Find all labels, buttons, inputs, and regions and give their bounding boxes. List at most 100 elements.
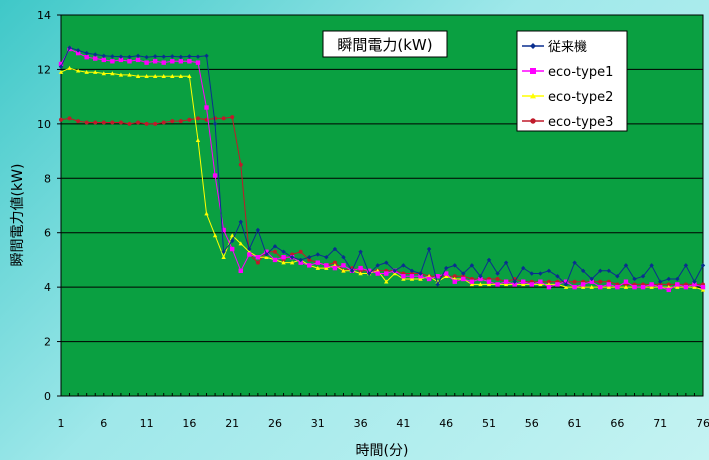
data-point — [341, 263, 346, 268]
data-point — [589, 284, 594, 289]
data-point — [324, 265, 329, 270]
data-point — [478, 282, 483, 287]
x-tick-label: 56 — [525, 417, 539, 430]
data-point — [204, 53, 209, 59]
data-point — [230, 238, 235, 244]
data-point — [461, 271, 466, 276]
data-point — [264, 252, 269, 257]
series-line — [60, 116, 703, 285]
data-point — [204, 105, 209, 110]
data-point — [623, 284, 629, 289]
data-point — [546, 268, 552, 274]
data-point — [324, 263, 329, 268]
data-point — [178, 119, 183, 124]
x-tick-label: 21 — [225, 417, 239, 430]
x-tick-label: 76 — [696, 417, 709, 430]
data-point — [212, 233, 218, 238]
data-point — [281, 249, 286, 254]
data-point — [75, 68, 81, 73]
data-point — [572, 284, 577, 290]
data-point — [136, 120, 141, 125]
data-point — [495, 276, 500, 281]
data-point — [503, 279, 509, 284]
data-point — [59, 117, 63, 122]
y-tick-label: 2 — [44, 336, 51, 349]
data-point — [264, 249, 269, 254]
data-point — [658, 284, 663, 290]
x-tick-label: 61 — [568, 417, 582, 430]
data-point — [110, 120, 115, 125]
data-point — [230, 246, 235, 252]
data-point — [307, 257, 312, 262]
series-line — [60, 47, 704, 286]
data-point — [358, 271, 363, 276]
data-point — [135, 53, 141, 59]
data-point — [273, 249, 277, 254]
y-tick-label: 8 — [44, 172, 51, 185]
data-point — [127, 72, 132, 77]
chart-title-box: 瞬間電力(kW) — [322, 30, 448, 58]
data-point — [307, 263, 312, 268]
data-point — [170, 74, 175, 78]
data-point — [93, 56, 98, 61]
data-point — [212, 173, 218, 178]
data-point — [555, 274, 560, 279]
x-tick-label: 36 — [354, 417, 368, 430]
data-point — [675, 284, 680, 289]
data-point — [486, 257, 492, 263]
data-point — [606, 282, 612, 287]
data-point — [135, 74, 141, 78]
data-point — [623, 263, 629, 268]
data-point — [315, 260, 320, 265]
legend-marker — [530, 43, 536, 49]
x-tick-label: 26 — [268, 417, 282, 430]
data-point — [384, 260, 389, 265]
data-point — [529, 271, 534, 276]
data-point — [230, 233, 235, 238]
data-point — [521, 282, 526, 287]
data-point — [666, 287, 671, 293]
data-point — [675, 282, 680, 287]
x-tick-label: 51 — [482, 417, 496, 430]
data-point — [93, 69, 98, 74]
y-tick-label: 4 — [44, 281, 51, 294]
data-point — [375, 263, 380, 268]
data-point — [204, 211, 209, 216]
data-point — [426, 276, 432, 282]
data-point — [675, 276, 680, 282]
data-point — [67, 116, 72, 121]
data-point — [238, 219, 243, 225]
data-point — [606, 284, 612, 289]
data-point — [632, 284, 637, 290]
legend: 従来機 eco-type1 eco-type2 eco-type3 — [516, 30, 628, 132]
data-point — [178, 74, 184, 78]
y-tick-label: 6 — [44, 227, 51, 240]
data-point — [692, 279, 697, 284]
data-point — [93, 120, 98, 125]
legend-marker — [530, 68, 536, 74]
data-point — [418, 271, 423, 276]
data-point — [127, 121, 132, 126]
data-point — [409, 268, 415, 274]
data-point — [75, 48, 81, 53]
data-point — [178, 54, 184, 60]
data-point — [135, 57, 141, 63]
data-point — [640, 274, 646, 279]
data-point — [418, 274, 423, 279]
data-point — [101, 71, 106, 76]
data-point — [76, 119, 81, 124]
data-point — [563, 282, 569, 287]
data-point — [700, 287, 706, 292]
series-line — [60, 67, 704, 291]
data-point — [298, 260, 303, 265]
data-point — [221, 255, 226, 259]
data-point — [58, 69, 64, 74]
data-point — [101, 120, 106, 125]
data-point — [580, 268, 586, 274]
data-point — [247, 252, 252, 257]
data-point — [392, 268, 398, 274]
data-point — [632, 276, 637, 282]
data-point — [478, 276, 483, 282]
